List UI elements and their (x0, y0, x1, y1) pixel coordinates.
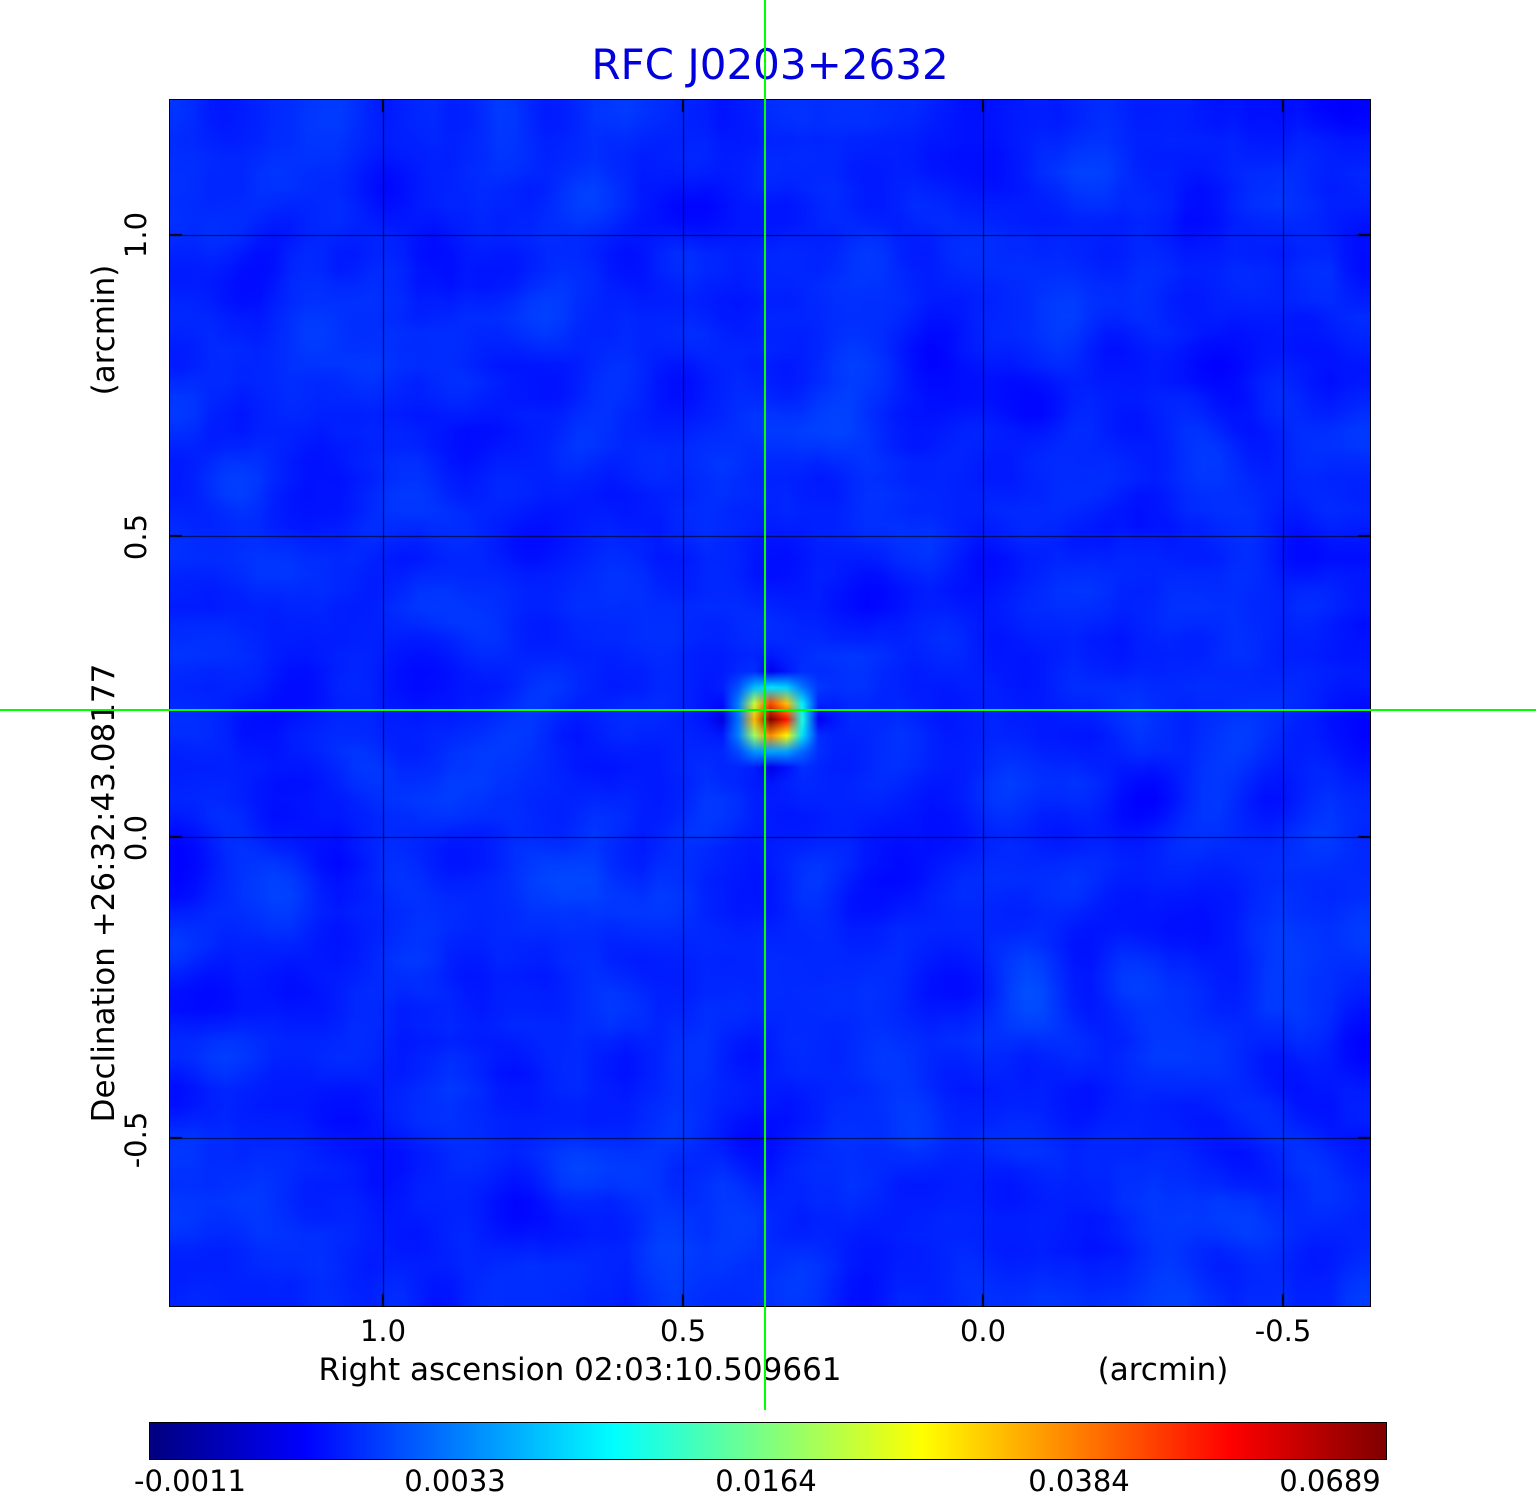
colorbar-tick-label: 0.0164 (715, 1464, 817, 1498)
radio-image-canvas (170, 100, 1370, 1306)
y-tick-label: -0.5 (119, 1111, 153, 1169)
x-axis-unit-label: (arcmin) (1097, 1352, 1229, 1388)
y-axis-label: Declination +26:32:43.08177 (86, 663, 122, 1123)
x-tick-label: -0.5 (1254, 1314, 1312, 1348)
x-tick-label: 0.5 (659, 1314, 707, 1348)
colorbar (149, 1422, 1387, 1460)
x-axis-label: Right ascension 02:03:10.509661 (318, 1352, 842, 1388)
colorbar-tick-label: 0.0033 (404, 1464, 506, 1498)
crosshair-horizontal-line (0, 709, 1536, 711)
colorbar-tick-label: 0.0384 (1028, 1464, 1130, 1498)
y-tick-label: 1.0 (119, 211, 153, 259)
plot-title: RFC J0203+2632 (591, 40, 949, 89)
colorbar-gradient-canvas (150, 1423, 1386, 1459)
colorbar-tick-label: 0.0689 (1279, 1464, 1381, 1498)
y-tick-label: 0.0 (119, 814, 153, 862)
x-tick-label: 1.0 (359, 1314, 407, 1348)
y-tick-label: 0.5 (119, 513, 153, 561)
crosshair-vertical-line (764, 0, 766, 1410)
plot-area (169, 99, 1371, 1307)
x-tick-label: 0.0 (959, 1314, 1007, 1348)
colorbar-tick-label: -0.0011 (134, 1464, 246, 1498)
y-axis-unit-label: (arcmin) (86, 264, 122, 396)
